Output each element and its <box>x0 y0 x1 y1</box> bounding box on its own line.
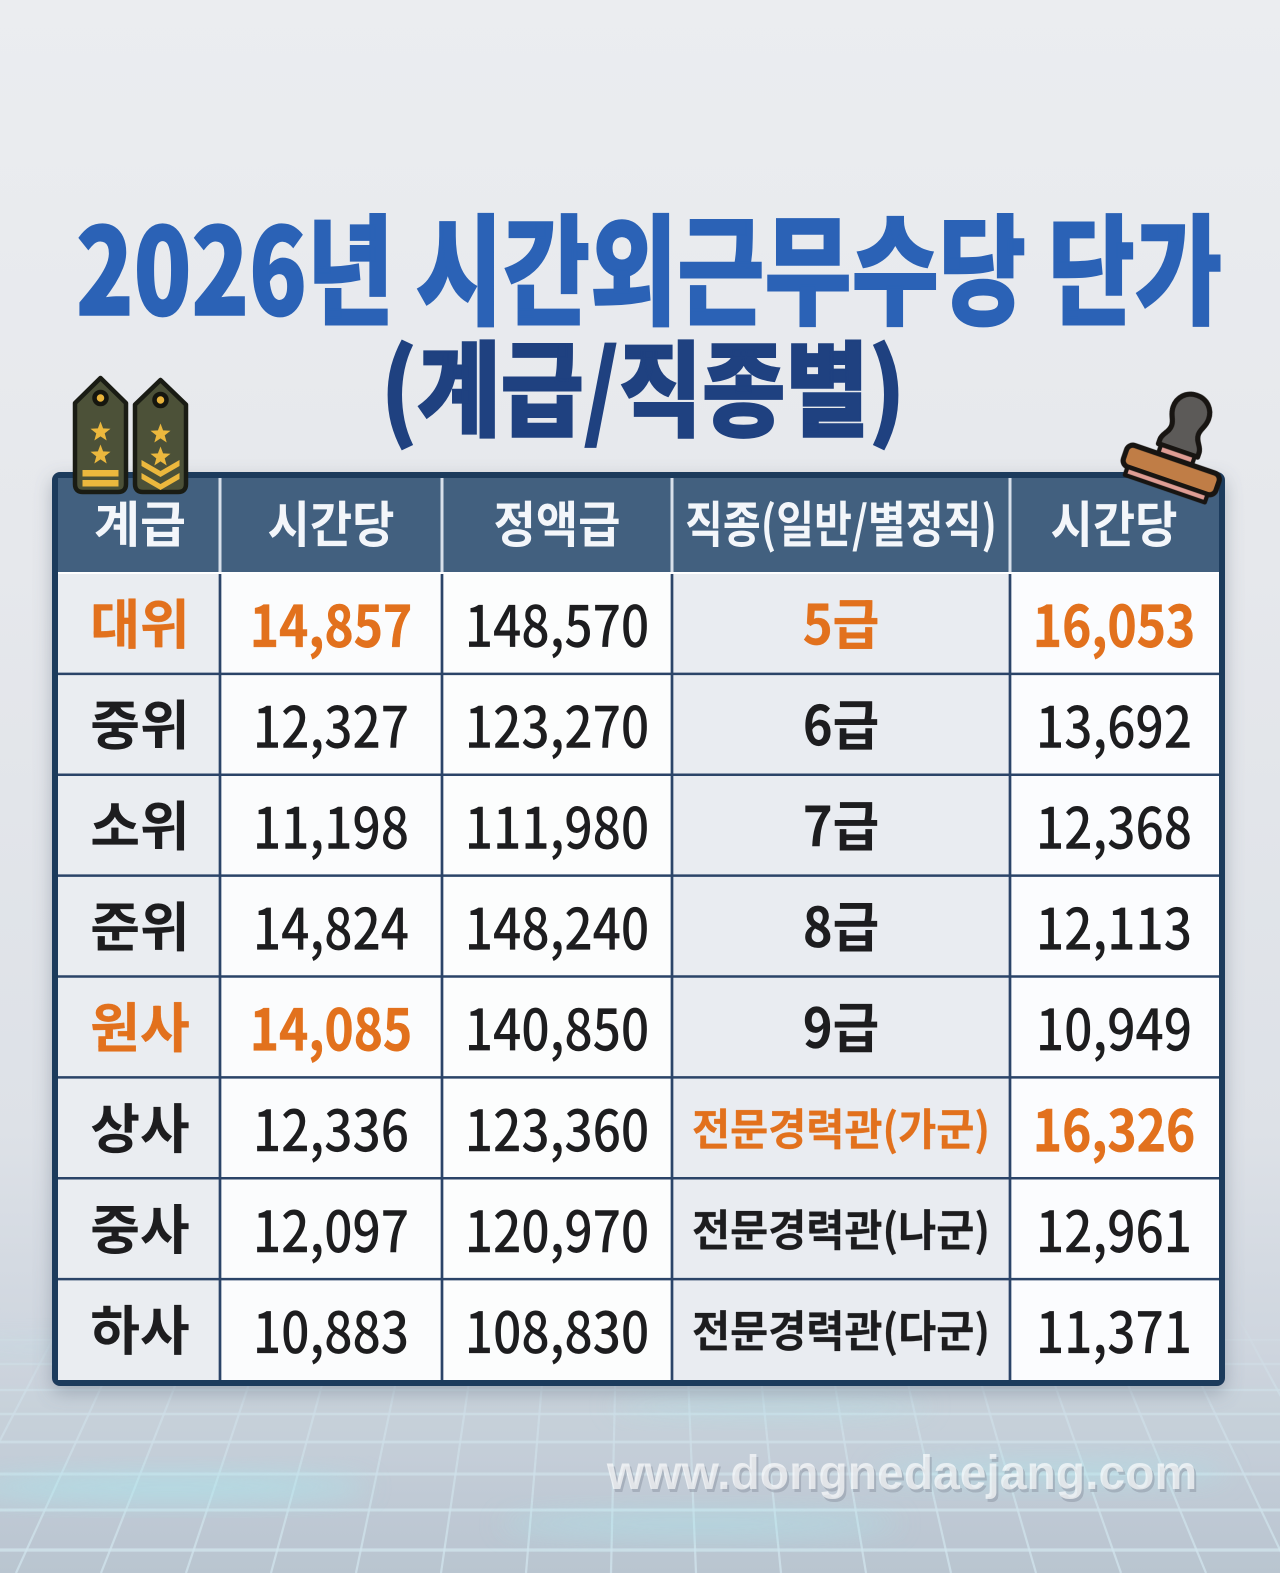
svg-text:www.dongnedaejang.com: www.dongnedaejang.com <box>606 1447 1197 1500</box>
svg-text:www.dongnedaejang.com: www.dongnedaejang.com <box>608 1450 1199 1503</box>
